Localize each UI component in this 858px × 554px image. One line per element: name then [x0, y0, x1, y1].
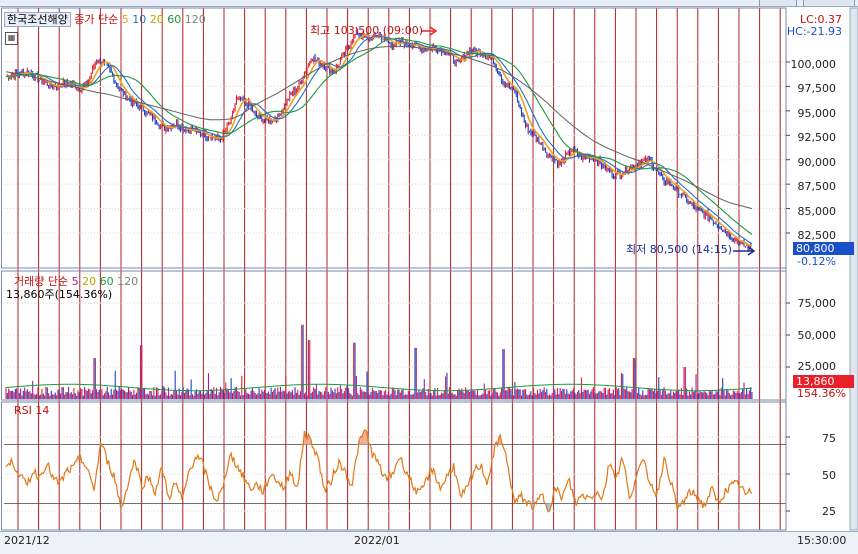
price-tick: 95,000	[797, 107, 837, 120]
current-volume-box: 13,860	[793, 375, 854, 388]
ma60-label: 60	[167, 13, 182, 26]
ma10-label: 10	[132, 13, 147, 26]
time-label: 15:30:00	[797, 534, 847, 547]
ma60-line	[5, 45, 753, 210]
grid-toggle-button[interactable]: ▦	[5, 32, 18, 45]
ma5-line	[5, 34, 753, 247]
ma5-label: 5	[121, 13, 129, 26]
vol-ma20-label: 20	[82, 275, 97, 288]
volume-legend: 거래량 단순 5 20 60 120	[14, 275, 138, 288]
price-change-percent: -0.12%	[797, 255, 836, 268]
sell-button-top[interactable]	[803, 0, 855, 6]
low-price-annotation: 최저 80,500 (14:15)	[626, 243, 733, 256]
pane-border	[1, 401, 787, 531]
price-pane	[5, 26, 756, 256]
vol-ma60-label: 60	[99, 275, 114, 288]
ma10-line	[5, 35, 753, 245]
ma120-label: 120	[184, 13, 206, 26]
price-tick: 90,000	[797, 156, 837, 169]
rsi-overbought-fill	[361, 433, 364, 445]
rsi-tick: 50	[822, 469, 836, 482]
price-tick: 100,000	[790, 58, 837, 71]
vol-ma5-label: 5	[71, 275, 79, 288]
stock-name[interactable]: 한국조선해양	[4, 12, 71, 27]
volume-tick: 75,000	[797, 297, 837, 310]
rsi-overbought-fill	[360, 436, 362, 445]
pane-frames	[1, 7, 858, 531]
volume-ma-line	[5, 383, 753, 392]
period-divider-lines	[17, 8, 781, 530]
buy-button-top[interactable]	[759, 0, 797, 6]
axis-ticks	[786, 61, 790, 512]
top-toolbar-strip	[0, 0, 858, 7]
grid-lines	[4, 61, 786, 512]
rsi-oversold-fill	[548, 503, 550, 512]
volume-tick: 25,000	[797, 360, 837, 373]
lc-value: LC:0.37	[799, 13, 842, 26]
pane-border	[1, 270, 787, 401]
rsi-tick: 75	[822, 432, 836, 445]
rsi-tick: 25	[822, 505, 836, 518]
volume-percent: 154.36%	[797, 387, 846, 400]
rsi-pane	[5, 429, 753, 513]
price-tick: 85,000	[797, 205, 837, 218]
date-axis-bar: 2021/12 2022/01 15:30:00	[0, 531, 858, 554]
volume-ma-label: 거래량 단순	[14, 275, 69, 288]
ma-label: 종가 단순	[74, 13, 119, 26]
rsi-legend: RSI 14	[14, 404, 50, 417]
current-volume-readout: 13,860주(154.36%)	[6, 288, 113, 301]
current-price-box: 80,800	[793, 242, 854, 255]
ma20-line	[5, 37, 753, 236]
price-tick: 92,500	[797, 131, 837, 144]
price-tick: 87,500	[797, 180, 837, 193]
high-marker-arrow	[421, 26, 438, 36]
date-label-jan: 2022/01	[354, 534, 400, 547]
price-legend: 한국조선해양 종가 단순 5 10 20 60 120	[4, 12, 206, 27]
price-tick: 82,500	[797, 229, 837, 242]
volume-tick: 50,000	[797, 329, 837, 342]
rsi-line	[5, 429, 753, 513]
high-price-annotation: 최고 103,500 (09:00)	[310, 24, 424, 37]
vol-ma120-label: 120	[117, 275, 139, 288]
price-tick: 97,500	[797, 82, 837, 95]
right-scrollbar	[849, 7, 858, 531]
date-label-dec: 2021/12	[4, 534, 50, 547]
low-marker-arrow	[733, 246, 756, 256]
volume-pane	[5, 324, 753, 399]
rsi-overbought-fill	[364, 429, 366, 445]
hc-value: HC:-21.93	[786, 25, 842, 38]
ma20-label: 20	[149, 13, 164, 26]
